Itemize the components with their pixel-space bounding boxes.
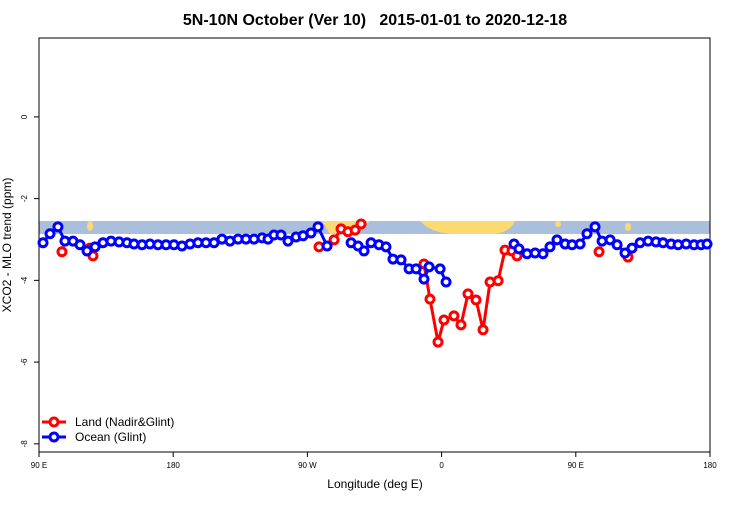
point	[701, 238, 713, 250]
point	[321, 240, 333, 252]
point	[56, 246, 68, 258]
point	[355, 218, 367, 230]
point	[395, 254, 407, 266]
point	[328, 234, 340, 246]
point	[492, 275, 504, 287]
y-tick-label: -2	[20, 195, 29, 203]
point	[593, 246, 605, 258]
point	[438, 314, 450, 326]
legend-marker	[48, 416, 60, 428]
point	[410, 263, 422, 275]
x-tick-label: 90 E	[31, 461, 47, 470]
point	[611, 239, 623, 251]
point	[349, 224, 361, 236]
point	[477, 324, 489, 336]
point	[551, 234, 563, 246]
legend-marker	[48, 431, 60, 443]
legend: Land (Nadir&Glint)Ocean (Glint)	[42, 415, 174, 444]
point	[37, 237, 49, 249]
point	[305, 227, 317, 239]
chart-title: 5N-10N October (Ver 10) 2015-01-01 to 20…	[183, 12, 567, 29]
point	[448, 310, 460, 322]
point	[52, 221, 64, 233]
point	[574, 238, 586, 250]
y-axis-label: XCO2 - MLO trend (ppm)	[0, 178, 14, 313]
point	[544, 241, 556, 253]
point	[537, 248, 549, 260]
point	[275, 229, 287, 241]
x-tick-label: 90 W	[298, 461, 317, 470]
y-tick-label: 0	[20, 114, 29, 119]
point	[89, 241, 101, 253]
point	[358, 245, 370, 257]
x-tick-label: 180	[167, 461, 181, 470]
point	[604, 234, 616, 246]
point	[440, 276, 452, 288]
point	[589, 221, 601, 233]
land-patch	[420, 221, 515, 234]
y-tick-label: -8	[20, 440, 29, 448]
point	[423, 261, 435, 273]
point	[434, 263, 446, 275]
y-tick-label: -4	[20, 276, 29, 284]
legend-label: Ocean (Glint)	[75, 430, 146, 444]
x-axis-label: Longitude (deg E)	[327, 477, 422, 491]
point	[462, 288, 474, 300]
point	[424, 293, 436, 305]
point	[81, 245, 93, 257]
land-patch	[87, 221, 93, 231]
legend-label: Land (Nadir&Glint)	[75, 415, 174, 429]
point	[619, 247, 631, 259]
point	[626, 242, 638, 254]
x-tick-label: 90 E	[568, 461, 584, 470]
land-patch	[555, 221, 561, 227]
point	[282, 235, 294, 247]
land-sea-strip	[39, 221, 710, 234]
point	[470, 294, 482, 306]
ocean-strip	[39, 221, 710, 234]
land-patch	[625, 223, 631, 231]
point	[380, 241, 392, 253]
point	[513, 243, 525, 255]
point	[74, 239, 86, 251]
point	[432, 336, 444, 348]
point	[455, 319, 467, 331]
point	[312, 221, 324, 233]
y-tick-label: -6	[20, 358, 29, 366]
x-tick-label: 180	[703, 461, 717, 470]
x-tick-label: 0	[439, 461, 444, 470]
point	[581, 228, 593, 240]
point	[44, 228, 56, 240]
point	[418, 273, 430, 285]
